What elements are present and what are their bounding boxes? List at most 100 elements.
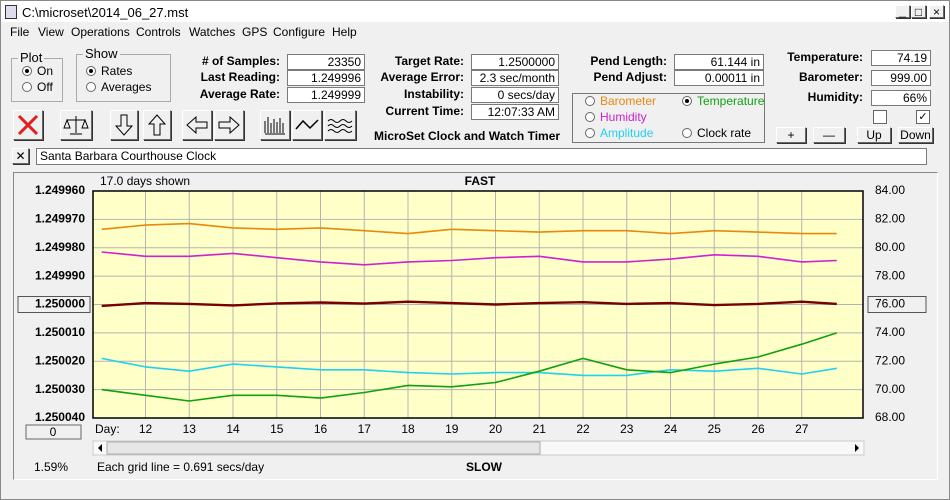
button[interactable]: Up <box>857 127 891 143</box>
radio[interactable]: Averages <box>86 80 151 94</box>
x-tick-label: 23 <box>620 422 634 436</box>
radio[interactable] <box>585 128 595 138</box>
chart-panel <box>13 172 938 480</box>
x-axis-label: Day: <box>95 422 120 436</box>
waves-button[interactable] <box>324 110 356 140</box>
radio[interactable]: On <box>22 64 53 78</box>
button[interactable]: Down <box>898 127 933 143</box>
checkbox[interactable] <box>873 110 887 124</box>
icon <box>17 114 39 136</box>
button[interactable]: + <box>776 127 806 143</box>
bars-button[interactable] <box>260 110 290 140</box>
tick-button[interactable] <box>867 296 927 313</box>
percent-label: 1.59% <box>34 460 68 474</box>
up-button[interactable] <box>143 110 171 140</box>
grid-note: Each grid line = 0.691 secs/day <box>97 460 264 474</box>
radio[interactable] <box>682 96 692 106</box>
scroll-thumb[interactable] <box>106 441 541 455</box>
radio-label: Off <box>37 80 53 94</box>
right-button[interactable] <box>214 110 244 140</box>
legend-entry[interactable]: Barometer <box>585 94 656 108</box>
field-label: Target Rate: <box>394 54 464 68</box>
down-button[interactable] <box>110 110 138 140</box>
x-tick-label: 22 <box>576 422 590 436</box>
x-tick-label: 25 <box>708 422 722 436</box>
series-line <box>101 222 837 235</box>
button[interactable]: — <box>813 127 845 143</box>
line-button[interactable] <box>292 110 322 140</box>
maximize[interactable]: □ <box>911 5 926 18</box>
x-tick-label: 21 <box>533 422 547 436</box>
y-tick-label: 1.250000 <box>35 297 85 311</box>
x-tick-label: 24 <box>664 422 678 436</box>
app-name: MicroSet Clock and Watch Timer <box>374 129 561 143</box>
title-bar <box>1 1 949 22</box>
radio[interactable]: Off <box>22 80 53 94</box>
y-tick-label: 1.250040 <box>35 410 85 424</box>
series-line <box>101 332 838 402</box>
legend-entry[interactable]: Humidity <box>585 110 647 124</box>
series-line <box>101 357 837 377</box>
x-tick-label: 17 <box>358 422 372 436</box>
bottom-label: SLOW <box>466 460 503 474</box>
radio-label: Averages <box>101 80 152 94</box>
menu-item[interactable]: Watches <box>189 25 236 39</box>
chart-title: FAST <box>465 174 496 188</box>
legend-entry[interactable]: Amplitude <box>585 126 653 140</box>
y2-tick-label: 84.00 <box>875 183 905 197</box>
series-line <box>101 251 837 266</box>
show-group <box>76 54 171 102</box>
field-label: Last Reading: <box>200 70 280 84</box>
scale-button[interactable] <box>60 110 92 140</box>
radio[interactable] <box>585 112 595 122</box>
minimize[interactable]: _ <box>895 5 910 18</box>
field-value: 1.249996 <box>287 70 365 86</box>
legend-label: Amplitude <box>600 126 654 140</box>
icon <box>114 114 134 136</box>
field-value: 2.3 sec/month <box>471 70 559 86</box>
field-label: Pend Adjust: <box>593 70 667 84</box>
field-label: Instability: <box>403 87 464 101</box>
radio[interactable]: Rates <box>86 64 132 78</box>
x-tick-label: 14 <box>226 422 240 436</box>
field-label: Current Time: <box>385 104 464 118</box>
menu-item[interactable]: View <box>38 25 64 39</box>
left-button[interactable] <box>182 110 212 140</box>
radio[interactable] <box>585 96 595 106</box>
y2-tick-label: 80.00 <box>875 240 905 254</box>
legend-entry[interactable]: Clock rate <box>682 126 751 140</box>
menu-item[interactable]: GPS <box>242 25 268 39</box>
tick-button[interactable] <box>17 296 91 313</box>
y2-tick-label: 76.00 <box>875 297 905 311</box>
field-value: 66% <box>871 90 931 106</box>
close[interactable]: × <box>929 5 944 18</box>
checkbox[interactable]: ✓ <box>916 110 930 124</box>
days-shown: 17.0 days shown <box>100 174 190 188</box>
group-label: Show <box>83 46 120 61</box>
field-value: 0 secs/day <box>471 87 559 103</box>
menu-item[interactable]: Controls <box>136 25 181 39</box>
series-selector <box>572 93 765 143</box>
menu-item[interactable]: Operations <box>71 25 130 39</box>
x-tick-label: 12 <box>139 422 153 436</box>
icon <box>295 119 319 130</box>
clear-button[interactable] <box>13 110 43 140</box>
field-value: 61.144 in <box>674 54 764 70</box>
y-tick-label: 1.249970 <box>35 212 85 226</box>
clock-name[interactable]: Santa Barbara Courthouse Clock <box>36 148 927 165</box>
radio[interactable] <box>682 128 692 138</box>
scroll-value-button[interactable] <box>25 424 82 440</box>
x-tick-label: 13 <box>183 422 197 436</box>
radio-label: On <box>37 64 54 78</box>
field-label: Average Error: <box>380 70 464 84</box>
series-line <box>101 300 837 308</box>
y2-tick-label: 68.00 <box>875 410 905 424</box>
remove-button[interactable]: ✕ <box>12 148 29 164</box>
legend-entry[interactable]: Temperature <box>682 94 764 108</box>
menu-item[interactable]: Help <box>332 25 357 39</box>
menu-item[interactable]: File <box>10 25 30 39</box>
x-tick-label: 15 <box>270 422 284 436</box>
menu-item[interactable]: Configure <box>273 25 326 39</box>
